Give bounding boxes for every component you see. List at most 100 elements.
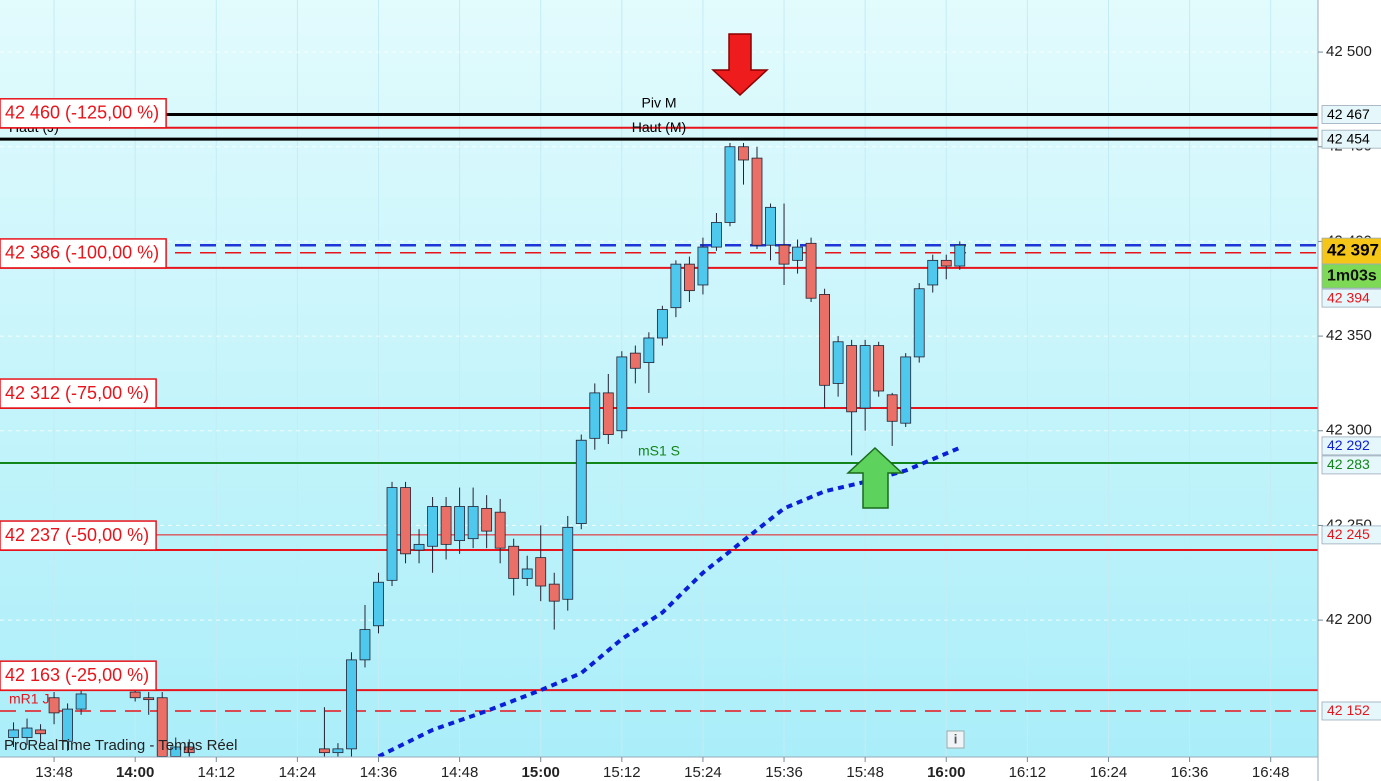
price-label: 42 292: [1327, 437, 1370, 453]
x-tick-label: 14:48: [441, 764, 479, 781]
price-label: 42 394: [1327, 289, 1370, 305]
candle-body: [711, 222, 722, 248]
y-tick-label: 42 350: [1326, 327, 1372, 344]
candle-body: [427, 506, 438, 547]
level-box-label: 42 163 (-25,00 %): [5, 665, 149, 685]
candle-body: [319, 748, 330, 754]
candle-body: [738, 146, 749, 161]
candle-body: [940, 259, 952, 267]
info-icon-glyph: i: [954, 731, 958, 746]
x-axis-background: [0, 757, 1318, 781]
candle-body: [846, 345, 858, 413]
footer: ProRealTime Trading - Temps Réel: [4, 737, 237, 754]
plot-background: [0, 0, 1318, 757]
x-tick-label: 14:24: [279, 764, 317, 781]
price-label-box: [1321, 129, 1381, 149]
candle-body: [170, 746, 182, 757]
price-label: 42 245: [1327, 526, 1370, 542]
candle-body: [183, 746, 195, 754]
level-box: [0, 520, 157, 551]
candle-body: [143, 697, 155, 701]
x-tick-label: 16:12: [1009, 764, 1047, 781]
x-tick-label: 16:00: [927, 764, 965, 781]
price-label: 42 283: [1327, 456, 1370, 472]
timer-label: 1m03s: [1327, 267, 1377, 284]
axes: 13:48 14:00 14:12 14:24 14:36 14:48 15:00 15:12…: [35, 43, 1381, 781]
price-label: 42 467: [1327, 106, 1370, 122]
price-label: 42 397: [1327, 241, 1379, 260]
candle-body: [386, 487, 398, 581]
candle-body: [454, 506, 466, 541]
level-box-label: 42 460 (-125,00 %): [5, 103, 159, 123]
y-tick-label: 42 500: [1326, 43, 1372, 60]
candle-body: [859, 345, 871, 409]
candle-body: [927, 259, 939, 286]
candle-body: [589, 392, 601, 439]
x-tick-label: 15:24: [684, 764, 722, 781]
candle-body: [900, 356, 912, 424]
x-tick-label: 15:36: [765, 764, 803, 781]
x-tick-label: 14:00: [116, 764, 154, 781]
candle-body: [562, 526, 574, 600]
candle-body: [332, 748, 344, 754]
candle-body: [494, 511, 506, 549]
candle-body: [346, 659, 357, 750]
x-tick-label: 16:48: [1252, 764, 1290, 781]
candle-body: [832, 341, 844, 384]
x-tick-label: 15:48: [846, 764, 884, 781]
candle-body: [616, 356, 628, 432]
sell-arrow: [711, 33, 769, 97]
candle-body: [670, 263, 682, 309]
candle-body: [48, 697, 60, 714]
price-label-box: [1321, 525, 1381, 545]
candle-body: [643, 337, 655, 363]
level-box: [0, 378, 157, 409]
candle-body: [156, 697, 168, 757]
candle-body: [684, 263, 695, 292]
candles: [8, 142, 966, 757]
price-label-box: [1321, 455, 1381, 475]
price-label-box: [1321, 288, 1381, 308]
level-name: mS1 S: [638, 443, 680, 459]
price-label: 42 152: [1327, 702, 1370, 718]
info-icon[interactable]: [946, 730, 965, 749]
candle-body: [792, 246, 803, 261]
y-tick-label: 42 300: [1326, 422, 1372, 439]
candle-body: [359, 629, 371, 661]
candle-body: [535, 557, 547, 587]
candle-body: [521, 568, 533, 579]
buy-arrow: [846, 446, 904, 509]
level-name: mR1 J: [9, 691, 49, 707]
x-tick-label: 16:36: [1171, 764, 1209, 781]
candle-body: [75, 693, 87, 710]
level-box-label: 42 237 (-50,00 %): [5, 525, 149, 545]
candle-body: [819, 294, 830, 386]
candle-body: [602, 392, 614, 435]
candle-body: [35, 729, 46, 735]
candle-body: [21, 727, 33, 738]
candle-body: [751, 157, 763, 246]
x-tick-label: 16:24: [1090, 764, 1128, 781]
x-tick-label: 15:12: [603, 764, 641, 781]
level-box: [0, 238, 167, 269]
candle-body: [656, 309, 668, 339]
candle-body: [62, 708, 73, 742]
candle-body: [508, 545, 520, 579]
candle-body: [129, 691, 141, 699]
price-label: 42 454: [1327, 130, 1370, 146]
candle-body: [467, 506, 479, 540]
candle-body: [440, 506, 452, 545]
candle-body: [8, 729, 19, 738]
level-boxes: 42 460 (-125,00 %) 42 386 (-100,00 %) 42 3…: [0, 98, 167, 691]
candle-body: [697, 246, 709, 286]
y-tick-label: 42 200: [1326, 611, 1372, 628]
candle-body: [805, 242, 817, 299]
candle-body: [629, 352, 641, 369]
x-tick-label: 13:48: [35, 764, 73, 781]
level-box: [0, 98, 167, 129]
level-name: Haut (M): [632, 119, 686, 135]
candle-body: [548, 583, 560, 602]
level-box: [0, 660, 157, 691]
